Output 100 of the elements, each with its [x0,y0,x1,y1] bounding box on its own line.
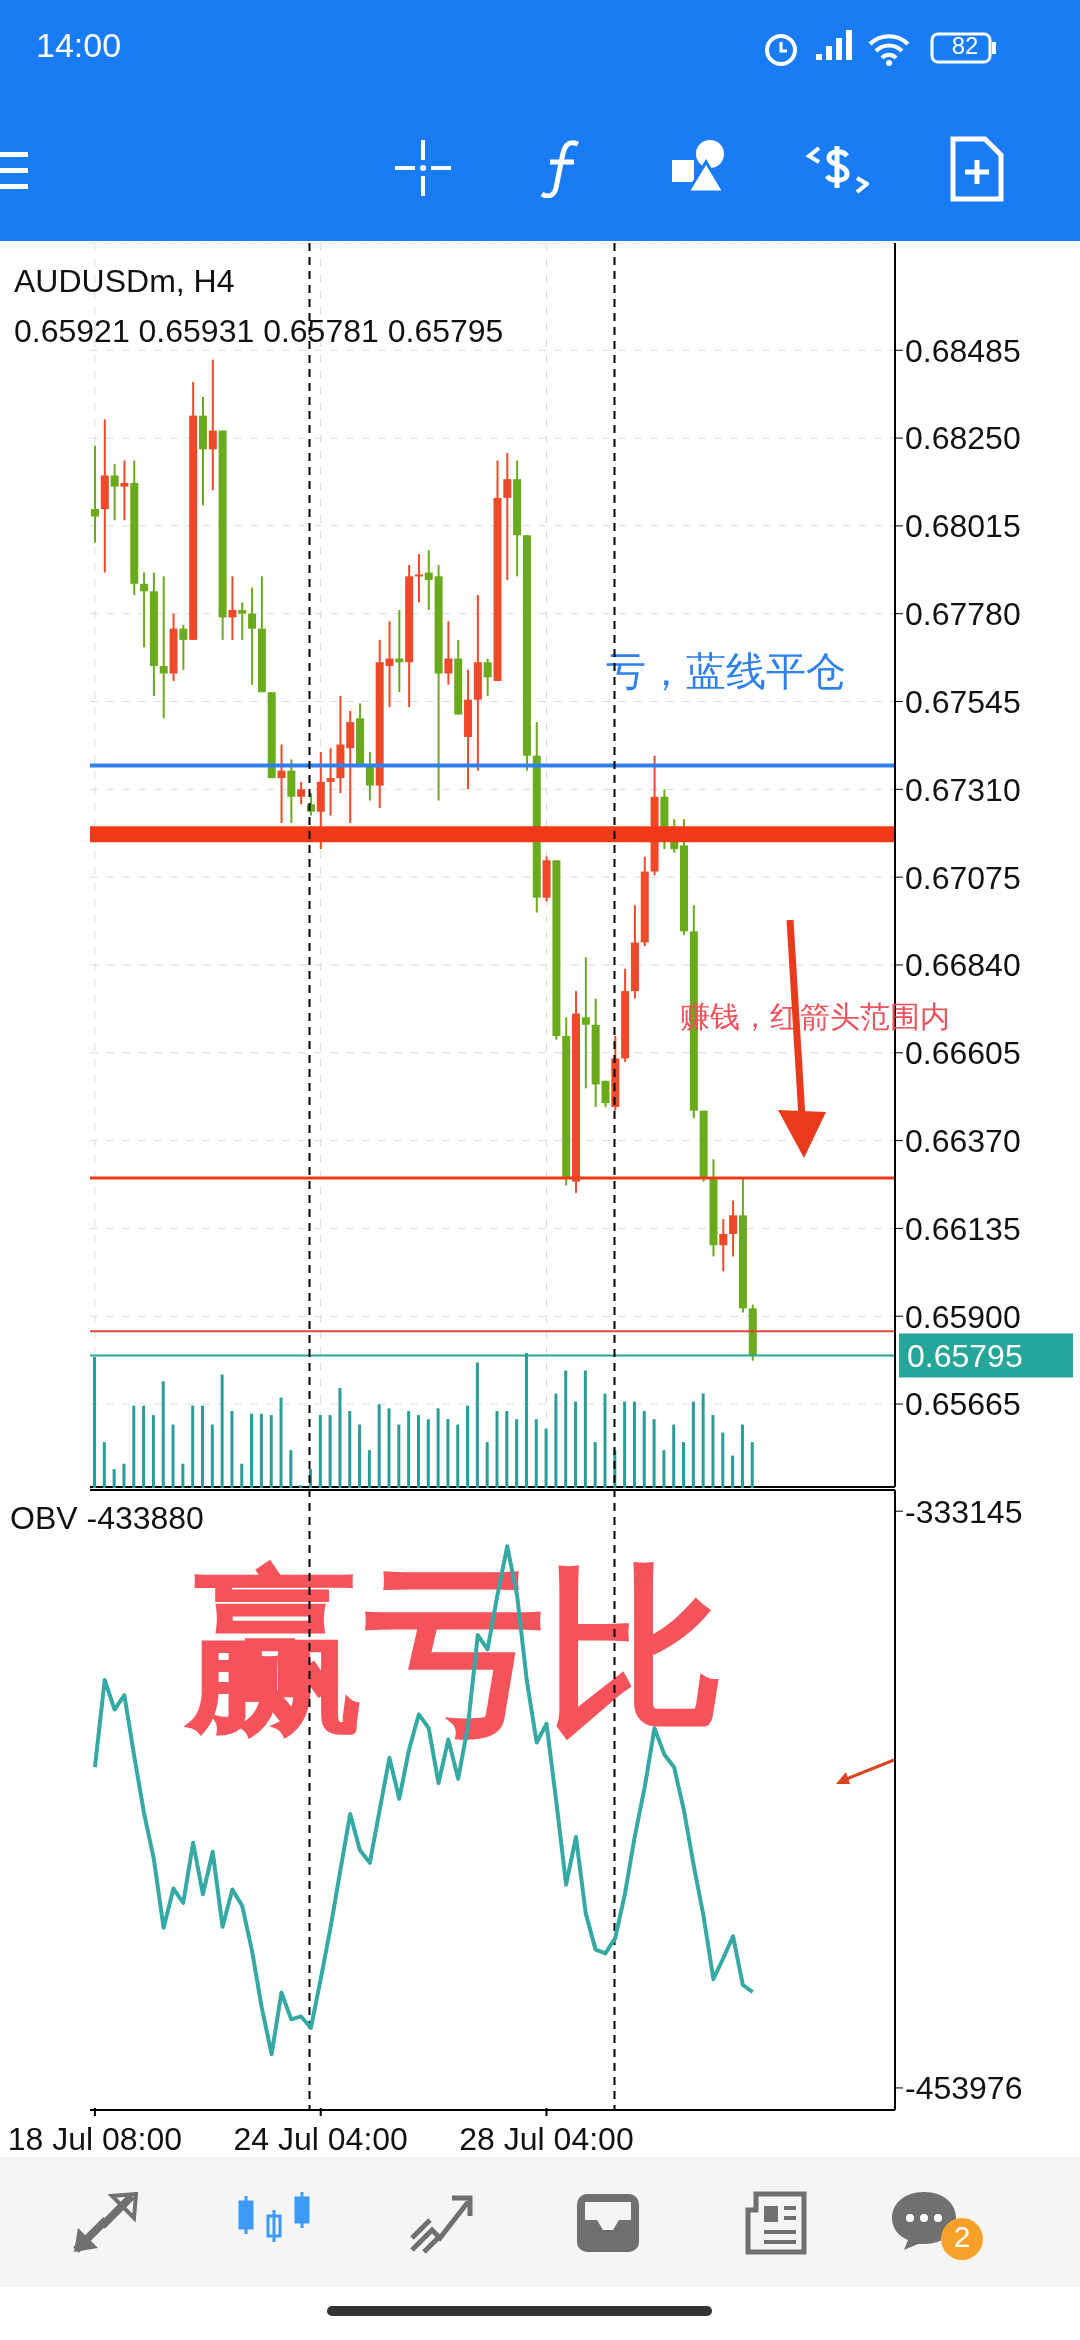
bar [515,1419,519,1488]
candlestick [110,463,119,522]
bar [269,1415,273,1488]
bar [122,1463,126,1488]
line-series [92,1544,755,2057]
candlestick [444,620,453,686]
candlestick [248,586,257,686]
bar [132,1405,136,1488]
bar [632,1401,636,1488]
ref-line-label: 亏，蓝线平仓 [605,648,846,695]
y-tick-label: -453976 [905,2070,1023,2107]
bar [456,1424,460,1488]
bar [701,1393,705,1488]
y-tick-label: 0.67310 [905,771,1021,808]
candlestick [120,459,129,522]
candlestick [159,575,168,720]
y-tick-label: 0.67075 [905,859,1021,896]
bar [436,1408,440,1488]
candlestick [581,956,590,1090]
text: AUDUSDm, H4 [14,262,236,301]
bar [102,1442,106,1488]
bar [691,1401,695,1488]
bar [554,1393,558,1488]
bar [662,1450,666,1488]
text: 14:00 [36,26,122,65]
bar [181,1463,185,1488]
bar [367,1450,371,1488]
ref-line-label: 0.65795 [907,1338,1023,1375]
candlestick [277,743,286,824]
candlestick [228,575,237,641]
bar [652,1419,656,1488]
bar [740,1424,744,1488]
bar [534,1419,538,1488]
bar [407,1411,411,1488]
bar [328,1415,332,1488]
x-tick-label: 24 Jul 04:00 [233,2121,408,2157]
candlestick [208,358,217,492]
y-tick-label: 0.67780 [905,596,1021,633]
bar [642,1411,646,1488]
bar [416,1415,420,1488]
candlestick [140,571,149,649]
bar [466,1405,470,1488]
bar [358,1424,362,1488]
bar [682,1442,686,1488]
y-tick-label: 0.66370 [905,1122,1021,1159]
bar [338,1388,342,1488]
bar [112,1469,116,1488]
candlestick [414,552,423,604]
bar [593,1442,597,1488]
bar [259,1413,263,1488]
bar [721,1432,725,1488]
bar [564,1370,568,1488]
bar [220,1374,224,1488]
text: 2 [952,2220,972,2254]
candlestick [365,750,374,802]
y-tick-label: -333145 [905,1493,1023,1530]
bar [200,1405,204,1488]
candlestick [91,444,99,544]
candlestick [729,1199,738,1258]
y-tick-label: 0.65665 [905,1386,1021,1423]
bar [475,1362,479,1488]
bar [142,1405,146,1488]
bar [151,1415,155,1488]
bar [505,1411,509,1488]
bar [672,1424,676,1488]
y-tick-label: 0.67545 [905,683,1021,720]
text: 0.65921 0.65931 0.65781 0.65795 [14,312,504,351]
candlestick [424,549,433,611]
y-tick-label: 0.65900 [905,1298,1021,1335]
candlestick [719,1218,728,1273]
bar [279,1397,283,1488]
bar [485,1442,489,1488]
bar [299,1485,303,1488]
bar [544,1428,548,1488]
bar [191,1405,195,1488]
bar [583,1370,587,1488]
bar [750,1442,754,1488]
text: 82 [950,32,980,60]
bar [289,1450,293,1488]
bar [387,1408,391,1488]
bar [230,1411,234,1488]
y-tick-label: 0.68250 [905,420,1021,457]
y-tick-label: 0.66135 [905,1210,1021,1247]
candlestick [238,601,247,641]
bar [161,1381,165,1488]
candlestick [503,452,512,582]
bar [603,1393,607,1488]
y-tick-label: 0.66605 [905,1035,1021,1072]
bar [426,1419,430,1488]
x-tick-label: 28 Jul 04:00 [459,2121,634,2157]
bar [574,1401,578,1488]
bar [240,1463,244,1488]
bar [348,1411,352,1488]
y-tick-label: 0.68485 [905,332,1021,369]
bar [446,1419,450,1488]
bar [711,1415,715,1488]
bar [318,1415,322,1488]
bar [171,1424,175,1488]
bar [731,1455,735,1488]
candlestick [179,623,188,671]
